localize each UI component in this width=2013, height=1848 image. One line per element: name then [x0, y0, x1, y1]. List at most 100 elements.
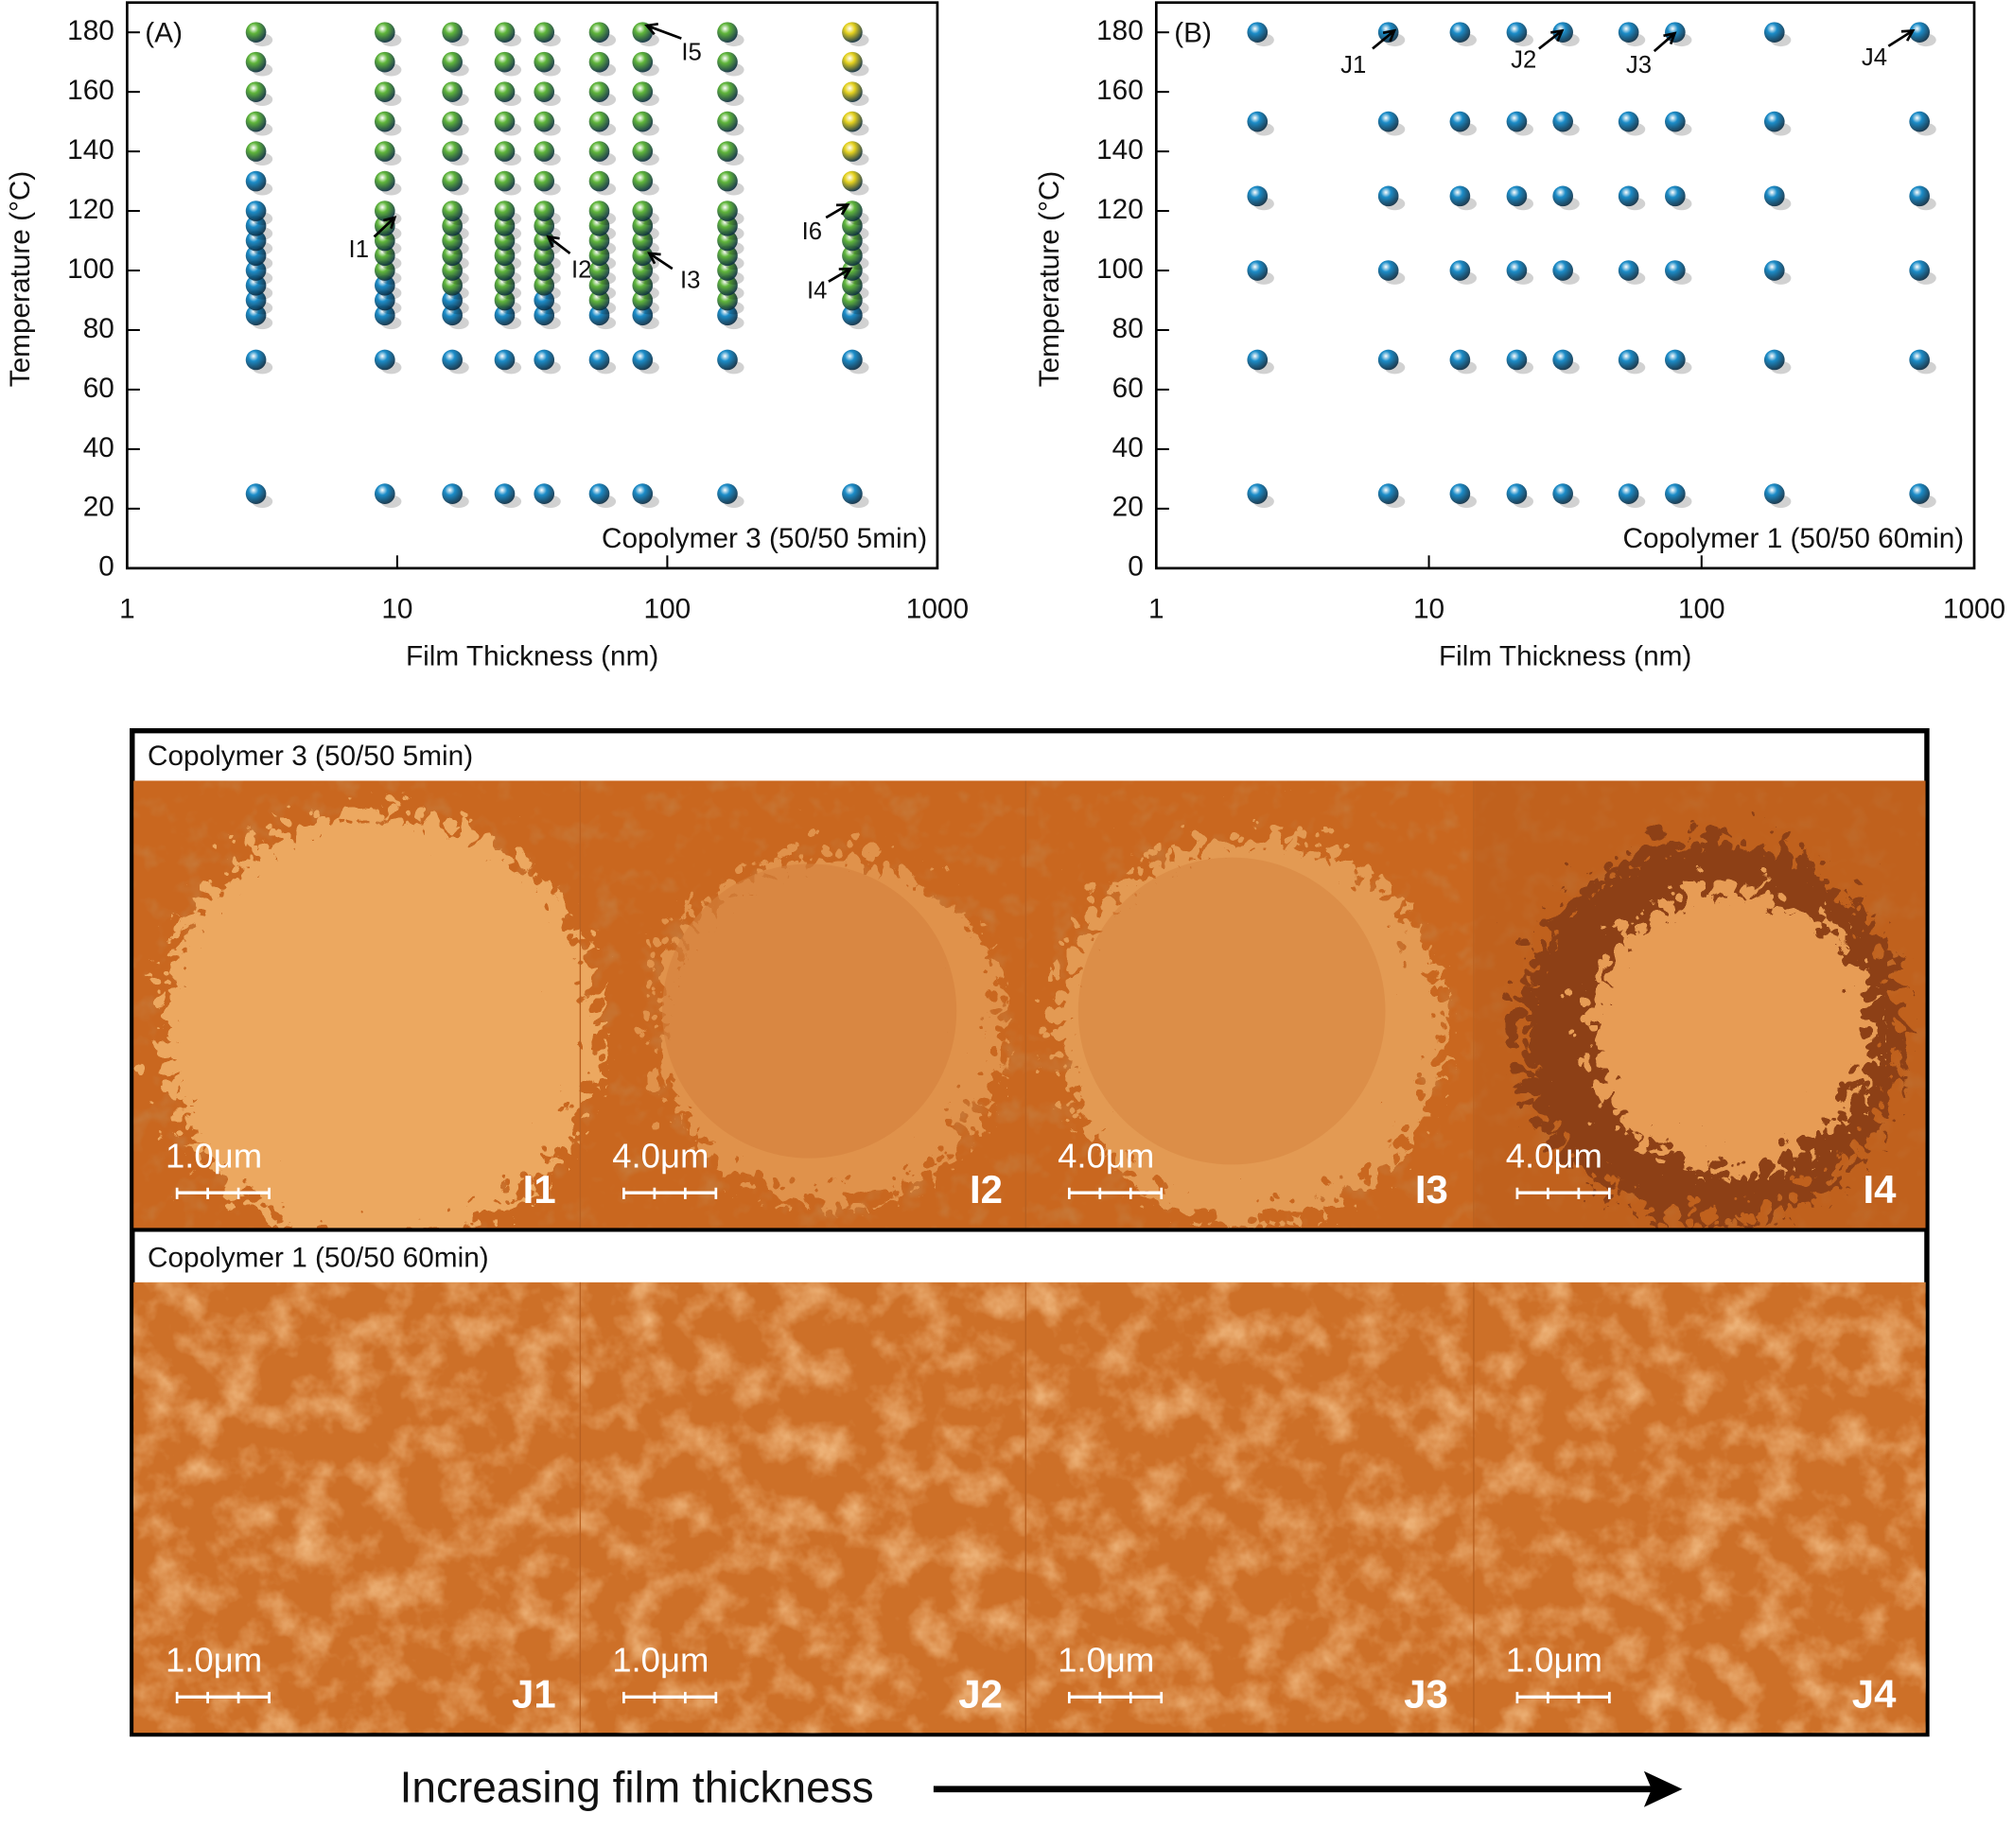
- plot-frame: [126, 1, 939, 570]
- scale-label: 1.0μm: [166, 1640, 262, 1679]
- afm-panel: [130, 727, 1930, 1737]
- annotation-arrowhead: [546, 235, 560, 249]
- point: [588, 200, 610, 221]
- point: [442, 274, 463, 296]
- point: [1618, 260, 1639, 281]
- point: [1618, 22, 1639, 44]
- plot-note: Copolymer 3 (50/50 5min): [602, 523, 927, 554]
- point: [442, 230, 463, 252]
- x-axis-label: Film Thickness (nm): [1439, 640, 1691, 671]
- point: [632, 289, 654, 311]
- point: [494, 81, 516, 102]
- point: [494, 22, 516, 44]
- point: [534, 170, 555, 192]
- image-label: J4: [1852, 1671, 1897, 1716]
- y-tick-label: 60: [1112, 373, 1144, 404]
- point: [1552, 483, 1574, 504]
- y-tick-label: 40: [1112, 432, 1144, 463]
- point: [534, 305, 555, 326]
- x-tick-label: 1: [1148, 593, 1164, 624]
- y-tick-label: 80: [1112, 313, 1144, 344]
- x-tick-label: 1: [119, 593, 135, 624]
- point: [1909, 349, 1930, 371]
- y-tick-label: 120: [1096, 194, 1144, 225]
- point: [374, 349, 395, 371]
- point: [1909, 260, 1930, 281]
- point: [842, 22, 863, 44]
- y-tick-label: 120: [67, 194, 114, 225]
- point: [245, 111, 267, 132]
- point: [494, 51, 516, 73]
- y-axis-label: Temperature (°C): [1034, 171, 1065, 388]
- image-label: I2: [970, 1167, 1003, 1212]
- point: [1449, 483, 1471, 504]
- point: [1763, 349, 1785, 371]
- point: [588, 260, 610, 281]
- annotation-arrow: [547, 235, 571, 255]
- point: [494, 215, 516, 236]
- point: [534, 230, 555, 252]
- point: [1377, 111, 1399, 132]
- point: [842, 215, 863, 236]
- afm-row: [133, 780, 1926, 1229]
- scale-label: 1.0μm: [166, 1136, 262, 1175]
- scale-label: 1.0μm: [1506, 1640, 1602, 1679]
- panel-title: Copolymer 3 (50/50 5min): [148, 741, 473, 772]
- y-tick-label: 160: [1096, 75, 1144, 106]
- annotation-arrow: [646, 24, 682, 40]
- point: [534, 349, 555, 371]
- point: [245, 349, 267, 371]
- point: [717, 230, 738, 252]
- point: [632, 245, 654, 267]
- annotation-arrowhead: [1663, 31, 1677, 45]
- point: [534, 141, 555, 162]
- afm-core: [661, 863, 957, 1159]
- y-tick-label: 180: [1096, 15, 1144, 46]
- point: [245, 245, 267, 267]
- point: [374, 170, 395, 192]
- point: [1506, 185, 1528, 207]
- point: [588, 305, 610, 326]
- annotation: I5: [681, 40, 701, 66]
- image-label: J3: [1404, 1671, 1448, 1716]
- point: [534, 215, 555, 236]
- point: [717, 349, 738, 371]
- point: [442, 245, 463, 267]
- y-tick-label: 100: [1096, 253, 1144, 285]
- caption-arrowhead: [1643, 1770, 1683, 1807]
- panel-label: (B): [1174, 17, 1212, 48]
- annotation-arrow: [373, 217, 396, 238]
- point: [374, 200, 395, 221]
- annotation-arrowhead: [1550, 28, 1565, 43]
- point: [494, 170, 516, 192]
- y-tick-label: 100: [67, 253, 114, 285]
- point: [588, 111, 610, 132]
- point: [717, 289, 738, 311]
- point: [1377, 483, 1399, 504]
- point: [374, 289, 395, 311]
- x-tick-label: 10: [1413, 593, 1444, 624]
- point: [632, 81, 654, 102]
- annotation-arrow: [1653, 32, 1676, 53]
- afm-texture: [133, 1281, 1926, 1734]
- point: [1763, 483, 1785, 504]
- point: [1377, 349, 1399, 371]
- point: [1247, 260, 1269, 281]
- point: [374, 22, 395, 44]
- point: [1247, 483, 1269, 504]
- point: [1449, 185, 1471, 207]
- point: [442, 349, 463, 371]
- point: [1449, 260, 1471, 281]
- annotation-arrowhead: [1900, 28, 1916, 42]
- annotation-arrow: [1372, 29, 1395, 50]
- point: [842, 170, 863, 192]
- annotation-arrow: [828, 268, 851, 283]
- point: [632, 141, 654, 162]
- annotation-arrowhead: [1382, 28, 1397, 43]
- point: [494, 349, 516, 371]
- y-tick-label: 60: [83, 373, 114, 404]
- point: [442, 170, 463, 192]
- point: [245, 81, 267, 102]
- point: [374, 111, 395, 132]
- point: [1449, 111, 1471, 132]
